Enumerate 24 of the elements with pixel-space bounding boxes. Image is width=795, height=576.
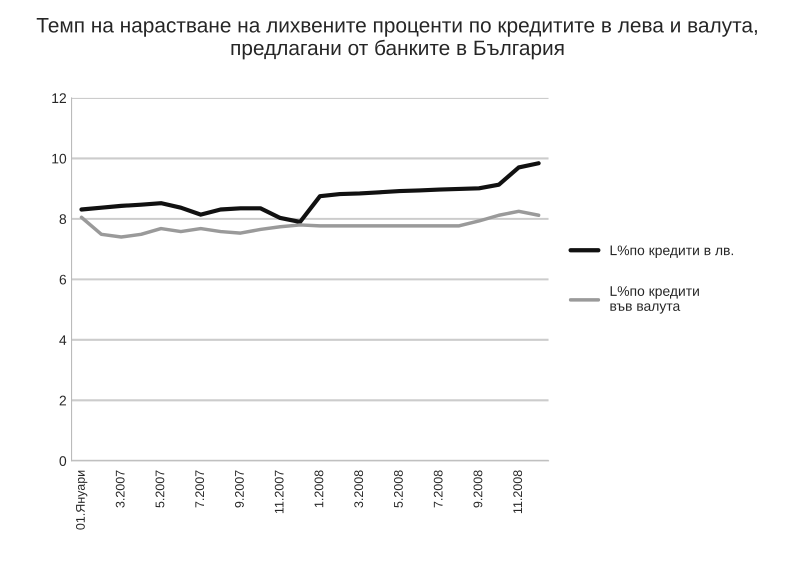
x-tick-label: 7.2007 — [195, 470, 204, 508]
legend-label: L%по кредити в лв. — [610, 245, 734, 258]
x-tick-label: 11.2008 — [513, 470, 522, 514]
x-tick-label: 5.2007 — [155, 470, 164, 508]
x-tick-label: 7.2008 — [434, 470, 443, 508]
y-tick-label: 2 — [60, 396, 66, 406]
y-tick-label: 8 — [60, 214, 66, 224]
legend-label: L%по кредити във валута — [610, 286, 699, 314]
y-tick-label: 6 — [60, 274, 66, 285]
x-tick-label: 9.2008 — [473, 470, 482, 508]
x-tick-label: 5.2008 — [394, 470, 403, 508]
y-tick-label: 0 — [60, 456, 66, 466]
x-tick-label: 11.2007 — [274, 470, 284, 514]
x-tick-label: 3.2007 — [116, 470, 125, 508]
line-series — [79, 161, 541, 224]
x-tick-label: 01.Януари — [76, 470, 88, 530]
line-series — [80, 210, 540, 239]
chart-title: Темп на нарастване на лихвените проценти по кредитите в лева и валута, предлагани от банките в България — [36, 18, 757, 60]
y-tick-label: 10 — [52, 154, 66, 164]
x-tick-label: 1.2008 — [314, 470, 324, 508]
x-tick-label: 9.2007 — [234, 470, 244, 508]
x-tick-label: 3.2008 — [354, 470, 364, 508]
y-tick-label: 4 — [59, 335, 66, 345]
y-tick-label: 12 — [52, 93, 66, 103]
